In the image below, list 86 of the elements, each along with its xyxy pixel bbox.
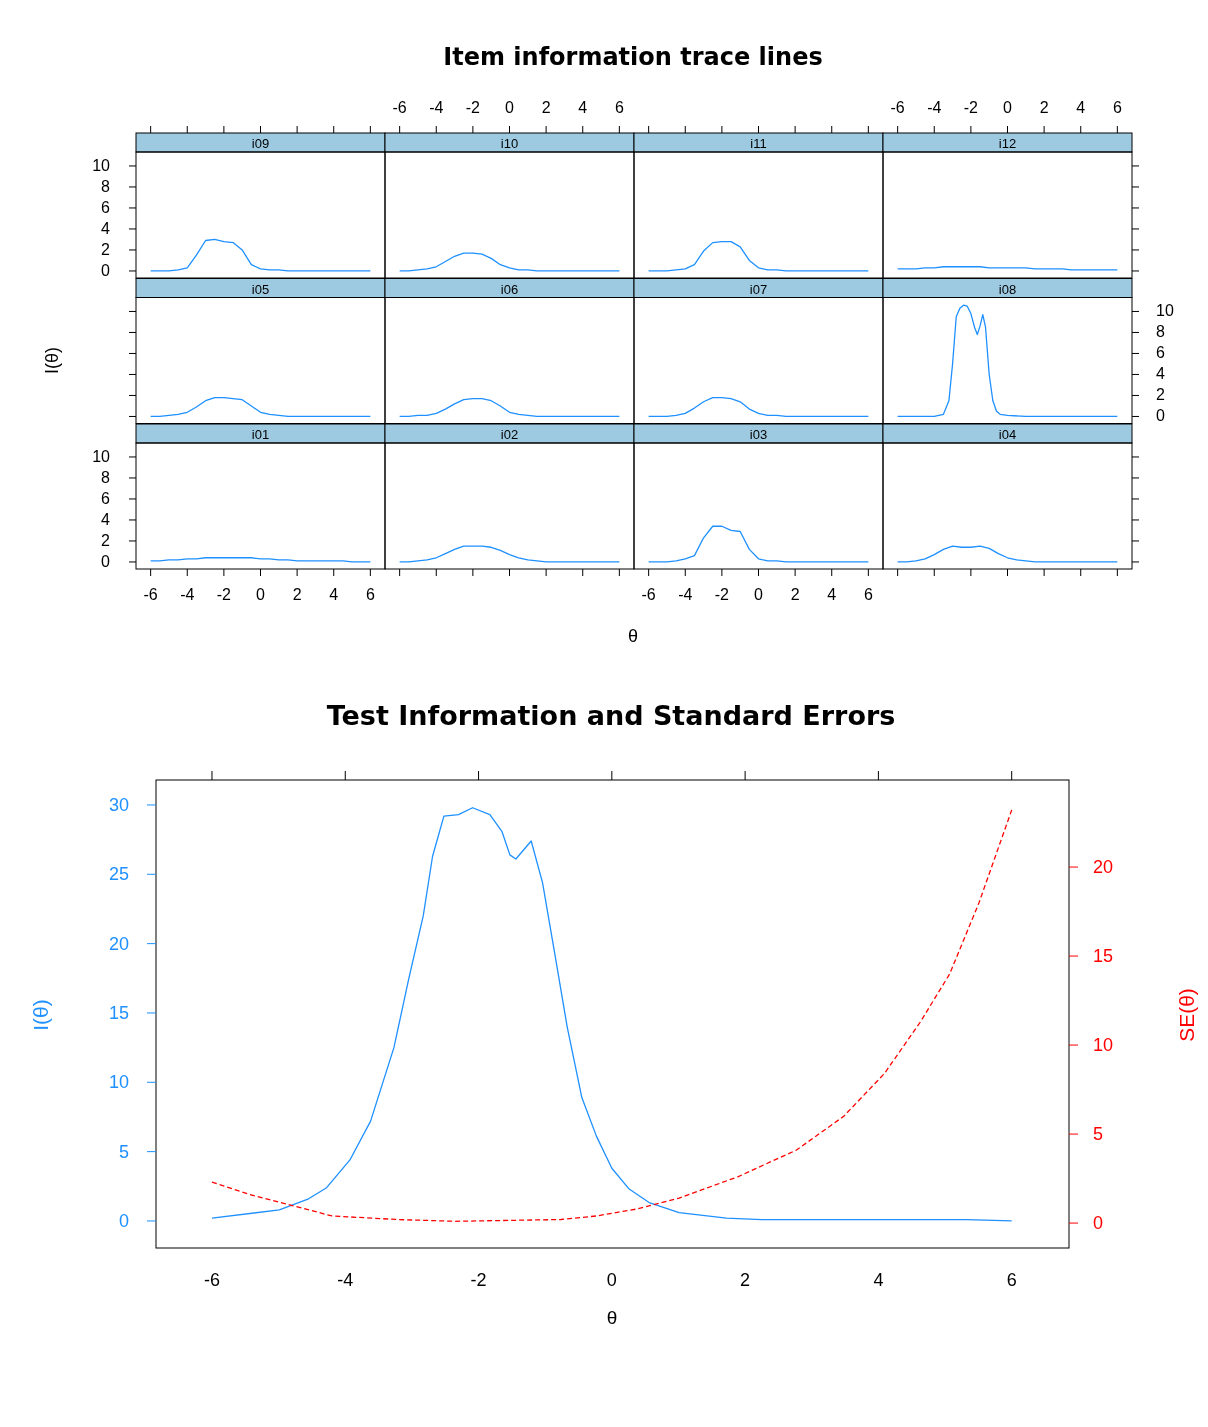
y-tick-label: 4 xyxy=(101,510,111,528)
y2-tick-label: 5 xyxy=(1093,1124,1104,1145)
y-tick-label: 25 xyxy=(108,864,129,885)
y-tick-label: 5 xyxy=(118,1141,129,1162)
y-tick-label: 8 xyxy=(101,177,111,195)
x-tick-label: 6 xyxy=(614,99,624,116)
y-axis-title: I(θ) xyxy=(29,999,52,1031)
chart-subtitle: i09 xyxy=(251,136,270,151)
line-series xyxy=(150,238,371,272)
y-tick-label: 0 xyxy=(101,552,111,570)
x-tick-label: 6 xyxy=(1112,99,1122,116)
chart-subtitle: i05 xyxy=(251,281,270,297)
line-series xyxy=(897,304,1118,418)
x-tick-label: 4 xyxy=(827,586,837,603)
y-tick-label: 6 xyxy=(101,489,111,507)
chart-title: Test Information and Standard Errors xyxy=(326,700,896,731)
y-tick-label: 10 xyxy=(92,447,111,465)
x-tick-label: -4 xyxy=(678,586,693,603)
y2-tick-label: 0 xyxy=(1093,1213,1104,1234)
y-tick-label: 30 xyxy=(108,794,129,815)
chart-subtitle: i08 xyxy=(998,281,1017,297)
x-tick-label: 0 xyxy=(1003,99,1013,116)
x-tick-label: -2 xyxy=(216,586,232,603)
y-tick-label: 6 xyxy=(1156,344,1165,362)
chart-subtitle: i06 xyxy=(500,281,519,297)
chart-subtitle: i03 xyxy=(749,427,768,442)
x-tick-label: -4 xyxy=(180,586,195,603)
chart-subtitle: i01 xyxy=(251,427,270,442)
x-tick-label: -6 xyxy=(890,99,905,116)
chart-subtitle: i12 xyxy=(998,136,1017,151)
x-tick-label: -4 xyxy=(429,99,444,116)
x-tick-label: 2 xyxy=(292,586,302,603)
x-tick-label: 4 xyxy=(329,586,339,603)
y-tick-label: 4 xyxy=(101,219,111,237)
x-tick-label: 4 xyxy=(578,99,588,116)
x-tick-label: -2 xyxy=(465,99,481,116)
chart-subtitle: i07 xyxy=(749,281,768,297)
text: Item information trace lines xyxy=(443,43,823,71)
y2-tick-label: 20 xyxy=(1093,857,1114,878)
y-tick-label: 10 xyxy=(92,156,111,174)
y-tick-label: 4 xyxy=(1156,365,1165,383)
x-tick-label: -4 xyxy=(337,1270,354,1290)
y-tick-label: 0 xyxy=(101,261,111,279)
x-tick-label: 2 xyxy=(740,1270,751,1290)
y-tick-label: 8 xyxy=(101,468,111,486)
x-axis-title: θ xyxy=(606,1307,618,1328)
y-tick-label: 15 xyxy=(108,1002,129,1023)
y2-axis-title: SE(θ) xyxy=(1175,988,1198,1042)
x-tick-label: -6 xyxy=(143,586,158,603)
y-tick-label: 2 xyxy=(101,240,111,258)
y-tick-label: 6 xyxy=(101,198,111,216)
y-tick-label: 10 xyxy=(108,1072,129,1093)
chart-subtitle: i02 xyxy=(500,427,519,442)
x-tick-label: -2 xyxy=(714,586,730,603)
y-tick-label: 20 xyxy=(108,933,129,954)
x-tick-label: 4 xyxy=(873,1270,884,1290)
x-tick-label: 6 xyxy=(1006,1270,1017,1290)
x-tick-label: 2 xyxy=(790,586,800,603)
y-tick-label: 8 xyxy=(1156,323,1165,341)
chart-subtitle: i11 xyxy=(750,136,767,151)
x-tick-label: 6 xyxy=(863,586,873,603)
x-tick-label: 2 xyxy=(1039,99,1049,116)
x-tick-label: -6 xyxy=(641,586,656,603)
x-tick-label: 2 xyxy=(541,99,551,116)
y-tick-label: 2 xyxy=(1156,386,1165,404)
y2-tick-label: 10 xyxy=(1093,1035,1114,1056)
x-tick-label: -6 xyxy=(392,99,407,116)
y-tick-label: 0 xyxy=(1156,407,1165,425)
x-axis-title: θ xyxy=(627,626,639,646)
x-tick-label: 4 xyxy=(1076,99,1086,116)
chart-subtitle: i10 xyxy=(500,136,519,151)
y-tick-label: 10 xyxy=(1156,302,1174,320)
x-tick-label: 0 xyxy=(256,586,266,603)
x-tick-label: -4 xyxy=(927,99,942,116)
y-tick-label: 0 xyxy=(118,1210,129,1231)
x-tick-label: 6 xyxy=(365,586,375,603)
y2-tick-label: 15 xyxy=(1093,946,1114,967)
x-tick-label: -6 xyxy=(203,1270,220,1290)
x-tick-label: 0 xyxy=(754,586,764,603)
chart-subtitle: i04 xyxy=(998,427,1017,442)
x-tick-label: -2 xyxy=(470,1270,487,1290)
y-tick-label: 2 xyxy=(101,531,111,549)
x-tick-label: -2 xyxy=(963,99,979,116)
x-tick-label: 0 xyxy=(505,99,515,116)
x-tick-label: 0 xyxy=(606,1270,617,1290)
y-axis-title: I(θ) xyxy=(42,347,62,374)
